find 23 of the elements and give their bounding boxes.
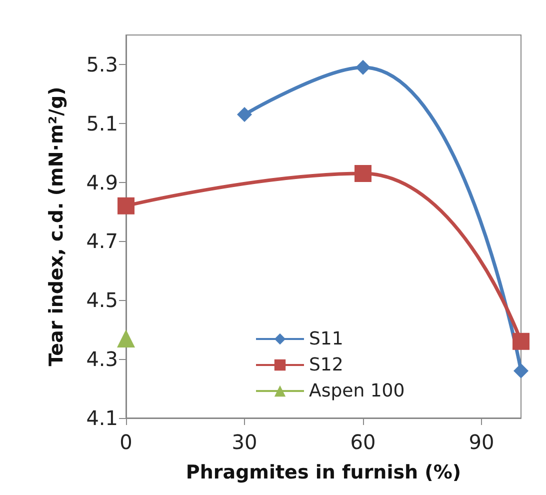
y-tick-label: 4.7 — [86, 229, 118, 254]
point — [117, 329, 135, 348]
legend-label: Aspen 100 — [309, 380, 405, 402]
point — [512, 332, 530, 350]
legend-label: S12 — [309, 354, 344, 376]
y-tick-label: 5.1 — [86, 111, 118, 136]
legend-label: S11 — [309, 328, 344, 350]
x-axis-title: Phragmites in furnish (%) — [186, 462, 462, 484]
x-tick-label: 30 — [232, 430, 258, 454]
point — [356, 60, 370, 75]
x-tick-label: 60 — [350, 430, 376, 454]
x-tick-label: 0 — [120, 430, 132, 454]
y-tick-label: 4.5 — [86, 288, 118, 312]
point — [354, 164, 372, 182]
point — [237, 107, 252, 122]
point — [118, 197, 134, 214]
y-axis-title: Tear index, c.d. (mN·m²/g) — [46, 86, 68, 366]
x-tick-label: 90 — [468, 430, 494, 454]
y-tick-label: 5.3 — [86, 52, 118, 76]
y-tick-label: 4.9 — [86, 170, 118, 194]
y-tick-label: 4.1 — [86, 406, 118, 430]
y-tick-label: 4.3 — [86, 347, 118, 372]
point — [514, 363, 528, 378]
